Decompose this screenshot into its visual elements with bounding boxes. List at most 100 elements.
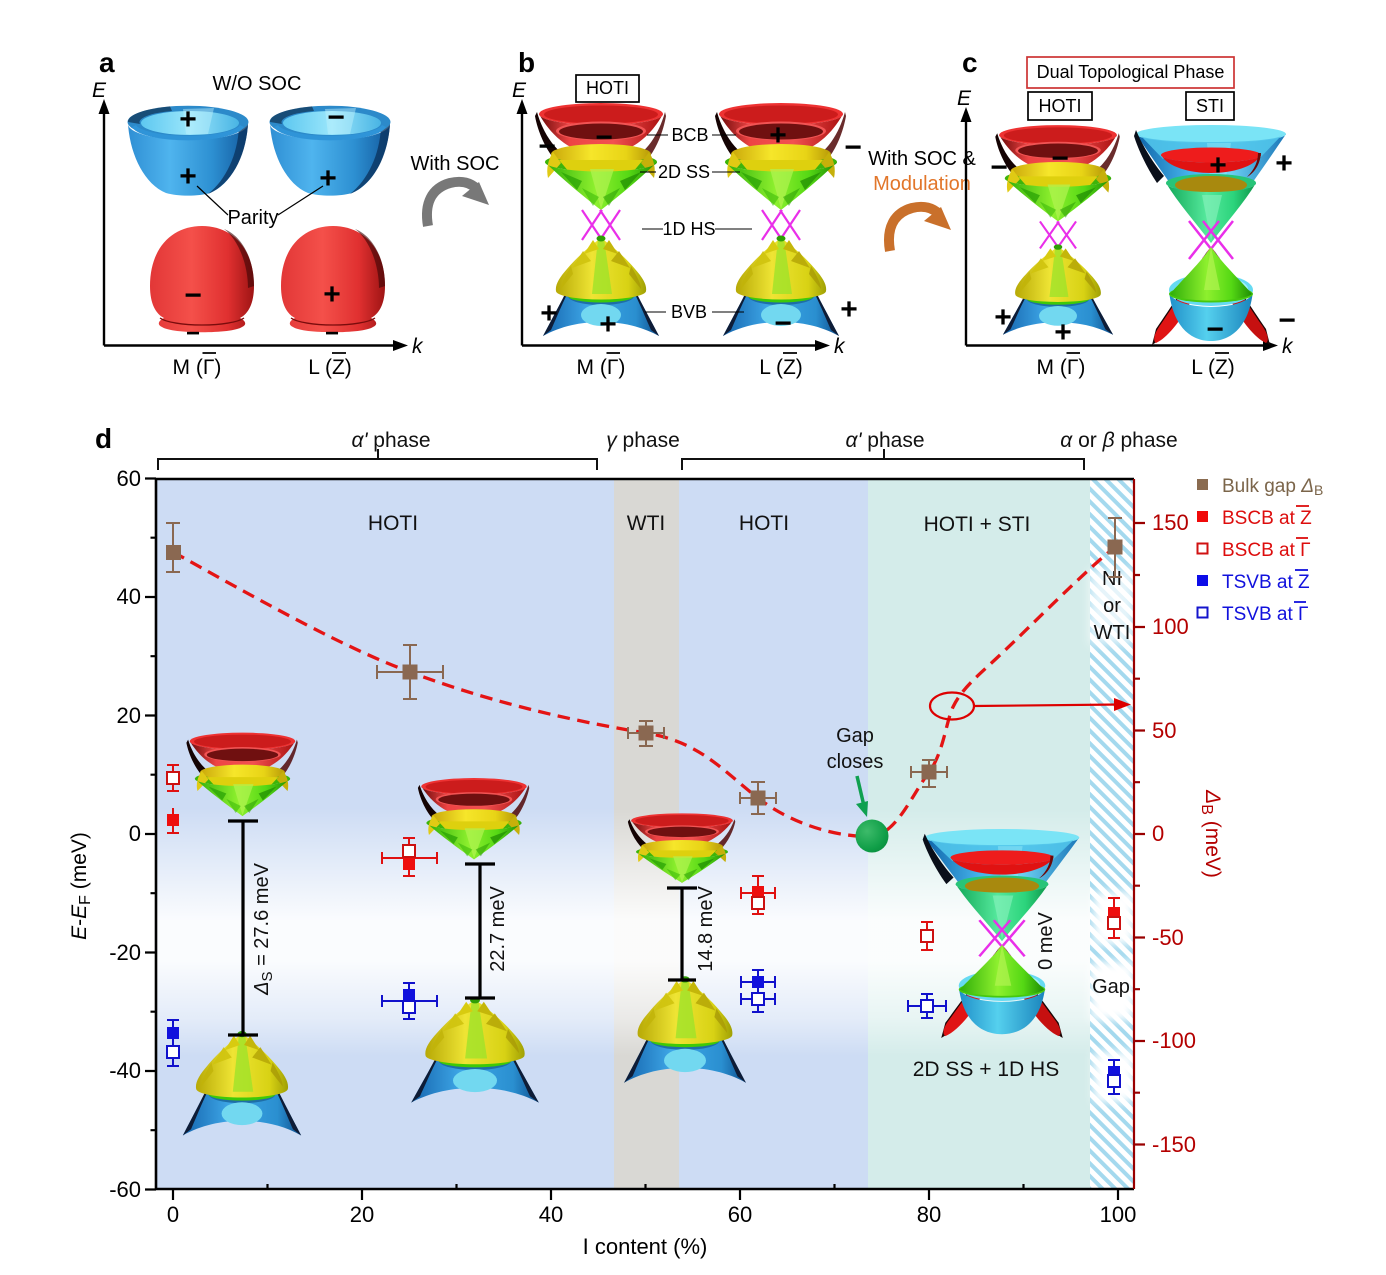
svg-text:α or β phase: α or β phase <box>1060 429 1177 452</box>
svg-text:I content (%): I content (%) <box>583 1234 708 1259</box>
svg-text:+: + <box>179 160 197 193</box>
svg-text:−: − <box>1278 304 1296 337</box>
svg-text:E: E <box>512 79 527 102</box>
svg-text:HOTI: HOTI <box>1039 96 1082 116</box>
svg-text:-50: -50 <box>1152 925 1184 950</box>
svg-text:WTI: WTI <box>1094 622 1131 644</box>
svg-text:TSVB at Γ: TSVB at Γ <box>1222 604 1309 625</box>
svg-text:−: − <box>595 121 613 154</box>
svg-text:BVB: BVB <box>671 302 707 322</box>
svg-text:+: + <box>994 301 1012 334</box>
svg-text:W/O SOC: W/O SOC <box>213 73 302 95</box>
svg-text:a: a <box>99 47 115 78</box>
svg-text:or: or <box>1103 595 1121 617</box>
svg-text:HOTI + STI: HOTI + STI <box>924 513 1031 536</box>
svg-text:2D SS: 2D SS <box>658 162 710 182</box>
svg-text:150: 150 <box>1152 510 1189 535</box>
svg-text:L (Z): L (Z) <box>759 356 803 379</box>
svg-text:BSCB at Γ: BSCB at Γ <box>1222 540 1311 561</box>
svg-text:−: − <box>184 279 202 312</box>
svg-text:d: d <box>95 423 112 454</box>
svg-text:−: − <box>1206 313 1224 346</box>
svg-text:−: − <box>538 130 556 163</box>
svg-text:40: 40 <box>117 584 141 609</box>
svg-text:α' phase: α' phase <box>845 429 924 452</box>
svg-text:100: 100 <box>1100 1202 1137 1227</box>
svg-text:100: 100 <box>1152 614 1189 639</box>
svg-text:−: − <box>844 131 862 164</box>
svg-text:2D SS + 1D HS: 2D SS + 1D HS <box>913 1058 1059 1081</box>
svg-text:Bulk gap ΔB: Bulk gap ΔB <box>1222 476 1323 498</box>
svg-text:+: + <box>1054 316 1072 349</box>
svg-text:M (Γ): M (Γ) <box>1037 356 1086 379</box>
svg-text:k: k <box>834 335 846 358</box>
svg-text:22.7 meV: 22.7 meV <box>487 886 509 972</box>
svg-text:b: b <box>518 47 535 78</box>
svg-text:ΔS = 27.6 meV: ΔS = 27.6 meV <box>251 862 276 995</box>
svg-text:60: 60 <box>728 1202 752 1227</box>
svg-text:HOTI: HOTI <box>586 78 629 98</box>
svg-text:+: + <box>1275 147 1293 180</box>
svg-text:-60: -60 <box>109 1177 141 1202</box>
svg-text:+: + <box>319 162 337 195</box>
svg-text:γ phase: γ phase <box>606 429 680 452</box>
svg-text:+: + <box>599 308 617 341</box>
svg-text:0: 0 <box>1152 821 1164 846</box>
svg-text:14.8 meV: 14.8 meV <box>695 886 717 972</box>
svg-text:Modulation: Modulation <box>873 173 971 195</box>
svg-text:closes: closes <box>827 751 884 773</box>
svg-text:-100: -100 <box>1152 1028 1196 1053</box>
svg-text:With SOC &: With SOC & <box>868 148 976 170</box>
svg-text:L (Z): L (Z) <box>1191 356 1235 379</box>
svg-text:c: c <box>962 47 978 78</box>
svg-text:α' phase: α' phase <box>351 429 430 452</box>
svg-text:Gap: Gap <box>836 725 874 747</box>
svg-text:60: 60 <box>117 466 141 491</box>
svg-text:BSCB at Z: BSCB at Z <box>1222 508 1312 529</box>
svg-text:+: + <box>540 297 558 330</box>
svg-text:+: + <box>323 278 341 311</box>
svg-text:E: E <box>957 87 972 110</box>
svg-text:0 meV: 0 meV <box>1035 911 1057 969</box>
svg-text:1D HS: 1D HS <box>662 219 715 239</box>
svg-text:0: 0 <box>167 1202 179 1227</box>
svg-text:−: − <box>990 151 1008 184</box>
svg-text:E: E <box>92 79 107 102</box>
svg-text:+: + <box>840 293 858 326</box>
svg-text:-20: -20 <box>109 940 141 965</box>
svg-text:+: + <box>1209 149 1227 182</box>
svg-text:M (Γ): M (Γ) <box>173 356 222 379</box>
svg-text:E-EF (meV): E-EF (meV) <box>68 832 94 940</box>
svg-text:WTI: WTI <box>627 512 665 535</box>
svg-text:−: − <box>186 320 200 347</box>
svg-text:-40: -40 <box>109 1058 141 1083</box>
svg-text:20: 20 <box>117 703 141 728</box>
svg-text:−: − <box>1051 142 1069 175</box>
svg-text:40: 40 <box>539 1202 563 1227</box>
svg-text:NI: NI <box>1102 568 1122 590</box>
svg-text:With SOC: With SOC <box>411 153 500 175</box>
svg-text:80: 80 <box>917 1202 941 1227</box>
svg-text:-150: -150 <box>1152 1132 1196 1157</box>
svg-text:BCB: BCB <box>671 125 708 145</box>
svg-text:TSVB at Z: TSVB at Z <box>1222 572 1310 593</box>
svg-text:k: k <box>1282 335 1294 358</box>
svg-text:HOTI: HOTI <box>368 512 418 535</box>
svg-text:STI: STI <box>1196 96 1224 116</box>
svg-text:Parity: Parity <box>227 207 278 229</box>
svg-text:k: k <box>412 335 424 358</box>
svg-text:−: − <box>774 307 792 340</box>
svg-text:−: − <box>327 101 345 134</box>
svg-text:HOTI: HOTI <box>739 512 789 535</box>
svg-text:+: + <box>179 103 197 136</box>
svg-text:ΔB (meV): ΔB (meV) <box>1198 789 1224 878</box>
svg-text:L (Z): L (Z) <box>308 356 352 379</box>
svg-text:0: 0 <box>129 821 141 846</box>
svg-text:−: − <box>325 320 339 347</box>
svg-text:M (Γ): M (Γ) <box>577 356 626 379</box>
svg-text:20: 20 <box>350 1202 374 1227</box>
svg-text:Dual Topological Phase: Dual Topological Phase <box>1037 62 1225 82</box>
svg-text:50: 50 <box>1152 718 1176 743</box>
svg-text:+: + <box>769 119 787 152</box>
svg-text:Gap: Gap <box>1092 976 1130 998</box>
